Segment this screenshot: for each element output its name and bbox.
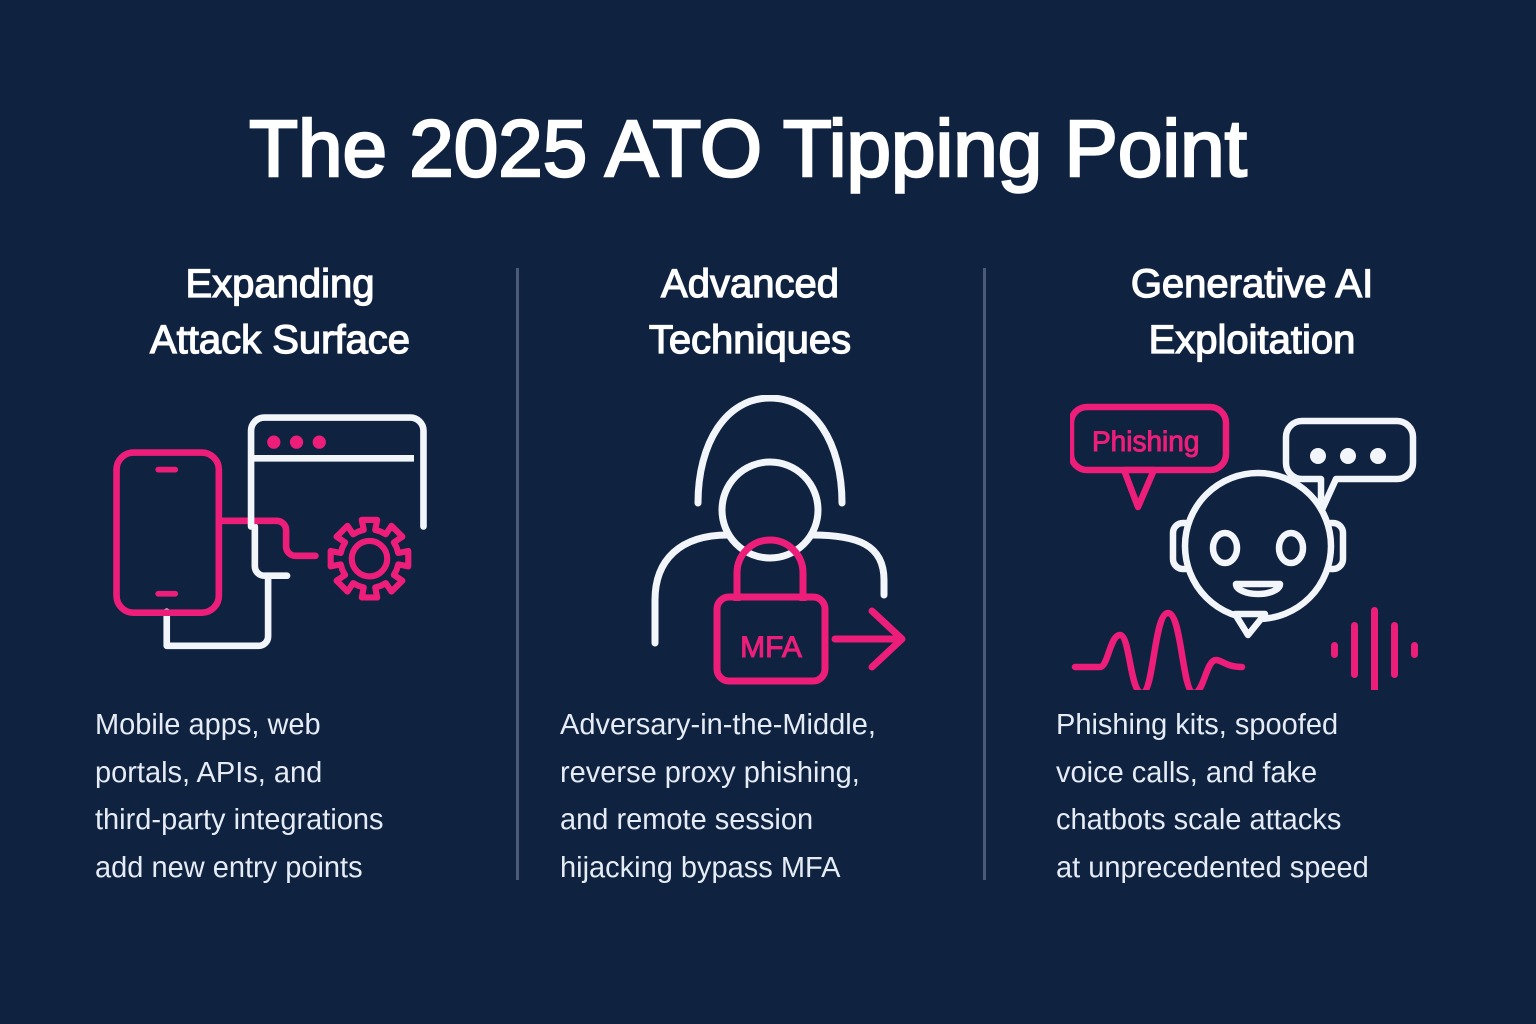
svg-text:Phishing: Phishing	[1092, 426, 1199, 458]
svg-text:MFA: MFA	[740, 631, 803, 664]
